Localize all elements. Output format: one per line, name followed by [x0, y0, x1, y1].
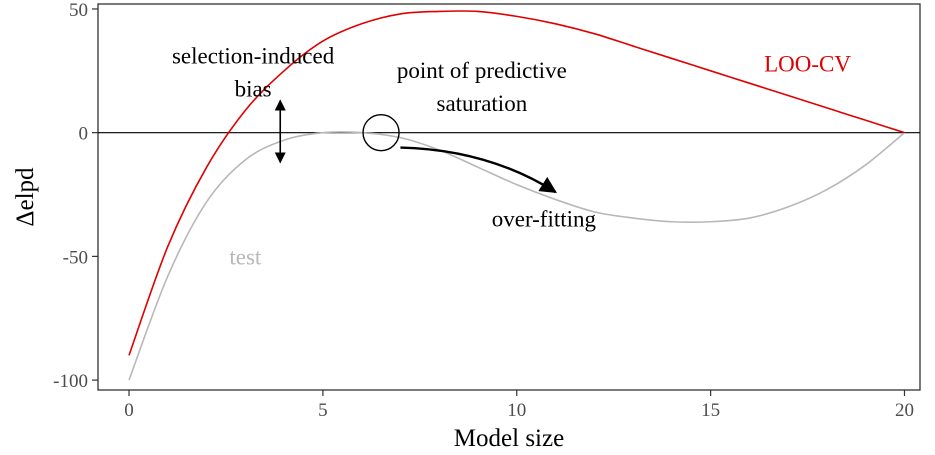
series-line-test: [128, 131, 906, 381]
panel-border: [97, 3, 921, 391]
x-axis-title: Model size: [454, 425, 564, 452]
annotation-over-fitting: over-fitting: [492, 207, 597, 232]
x-axis: 0 5 10 15 20: [124, 390, 914, 421]
x-tick-label: 20: [895, 400, 914, 421]
x-tick-label: 5: [318, 400, 328, 421]
y-tick-label: -100: [53, 371, 88, 392]
y-tick-label: 0: [79, 124, 89, 145]
overfitting-curved-arrow: [400, 146, 557, 194]
annotation-selection-bias: selection-induced bias: [172, 43, 335, 101]
plot-panel: test LOO-CV selection-induced bias point of…: [97, 3, 921, 391]
annotation-layer: selection-induced bias point of predictive…: [172, 43, 597, 231]
series-label-test: test: [229, 244, 262, 269]
y-axis: 50 0 -50 -100: [53, 0, 98, 392]
x-tick-label: 0: [124, 400, 134, 421]
series-line-loo-cv: [128, 10, 905, 356]
x-tick-label: 10: [507, 400, 526, 421]
series-label-loo-cv: LOO-CV: [764, 51, 851, 76]
y-tick-label: -50: [63, 247, 88, 268]
series-layer: test LOO-CV: [128, 10, 906, 381]
y-axis-title: Δelpd: [12, 167, 39, 227]
saturation-circle-marker: [362, 113, 400, 152]
x-tick-label: 15: [701, 400, 720, 421]
annotation-saturation: point of predictive saturation: [397, 58, 567, 116]
y-tick-label: 50: [69, 0, 88, 21]
